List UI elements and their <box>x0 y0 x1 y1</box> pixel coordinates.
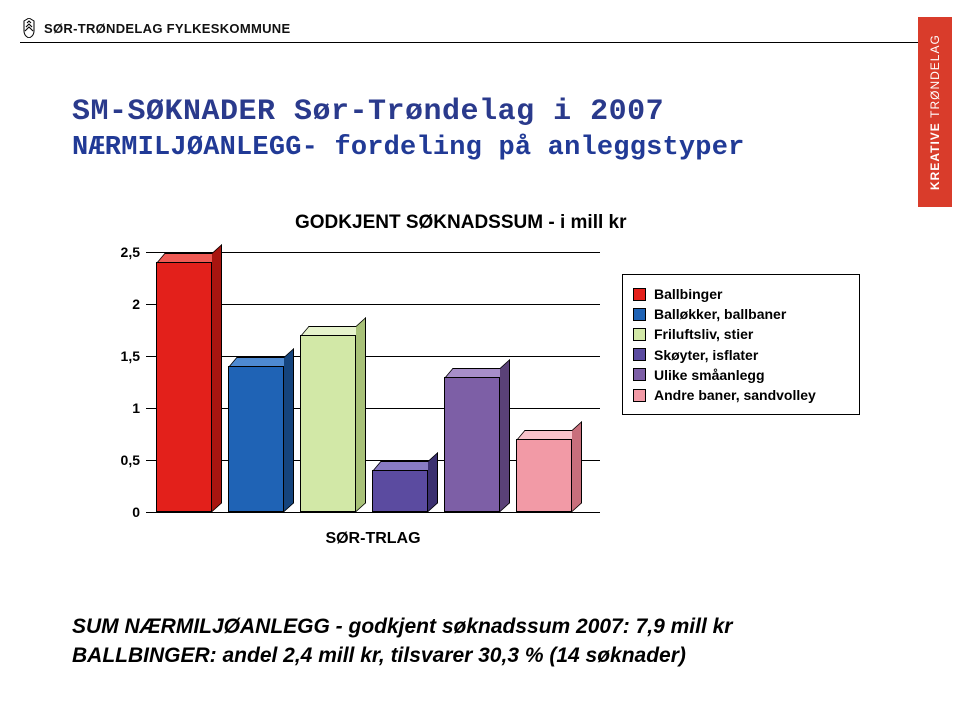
slide-title: SM-SØKNADER Sør-Trøndelag i 2007 NÆRMILJ… <box>72 95 832 163</box>
county-crest-icon <box>20 18 38 38</box>
bar-0 <box>156 262 212 512</box>
footer-line2: BALLBINGER: andel 2,4 mill kr, tilsvarer… <box>72 642 892 670</box>
header-org-name: SØR-TRØNDELAG FYLKESKOMMUNE <box>44 21 290 36</box>
legend-swatch <box>633 308 646 321</box>
legend-label: Skøyter, isflater <box>654 346 758 364</box>
bar-1 <box>228 366 284 512</box>
title-line2: NÆRMILJØANLEGG- fordeling på anleggstype… <box>72 133 832 163</box>
brand-strip: KREATIVE TRØNDELAG <box>918 17 952 207</box>
chart-title: GODKJENT SØKNADSSUM - i mill kr <box>295 212 627 234</box>
plot-area: 2,521,510,50 SØR-TRLAG <box>146 252 600 512</box>
header-divider <box>20 42 940 43</box>
y-tick-label: 1 <box>104 400 140 416</box>
chart: GODKJENT SØKNADSSUM - i mill kr 2,521,51… <box>100 212 860 562</box>
legend-swatch <box>633 368 646 381</box>
legend: Ballbinger Balløkker, ballbaner Friluftsli… <box>622 274 860 415</box>
legend-swatch <box>633 348 646 361</box>
legend-label: Andre baner, sandvolley <box>654 386 816 404</box>
legend-label: Ballbinger <box>654 285 722 303</box>
legend-label: Ulike småanlegg <box>654 366 765 384</box>
bar-2 <box>300 335 356 512</box>
bars-container <box>146 252 600 512</box>
legend-swatch <box>633 328 646 341</box>
legend-item: Ulike småanlegg <box>633 366 849 384</box>
legend-item: Skøyter, isflater <box>633 346 849 364</box>
footer-line1: SUM NÆRMILJØANLEGG - godkjent søknadssum… <box>72 613 892 641</box>
legend-item: Friluftsliv, stier <box>633 325 849 343</box>
brand-word2: TRØNDELAG <box>928 34 942 118</box>
gridline <box>146 512 600 513</box>
legend-item: Andre baner, sandvolley <box>633 386 849 404</box>
y-tick-label: 0,5 <box>104 452 140 468</box>
legend-item: Balløkker, ballbaner <box>633 305 849 323</box>
y-tick-label: 2 <box>104 296 140 312</box>
bar-4 <box>444 377 500 512</box>
header: SØR-TRØNDELAG FYLKESKOMMUNE <box>20 18 940 38</box>
bar-3 <box>372 470 428 512</box>
brand-word1: KREATIVE <box>928 122 942 190</box>
bar-5 <box>516 439 572 512</box>
title-line1: SM-SØKNADER Sør-Trøndelag i 2007 <box>72 95 832 129</box>
x-axis-label: SØR-TRLAG <box>146 530 600 548</box>
footer-text: SUM NÆRMILJØANLEGG - godkjent søknadssum… <box>72 613 892 670</box>
y-tick-label: 0 <box>104 504 140 520</box>
y-tick-label: 1,5 <box>104 348 140 364</box>
legend-swatch <box>633 389 646 402</box>
y-tick-label: 2,5 <box>104 244 140 260</box>
legend-swatch <box>633 288 646 301</box>
legend-label: Balløkker, ballbaner <box>654 305 786 323</box>
legend-item: Ballbinger <box>633 285 849 303</box>
legend-label: Friluftsliv, stier <box>654 325 753 343</box>
